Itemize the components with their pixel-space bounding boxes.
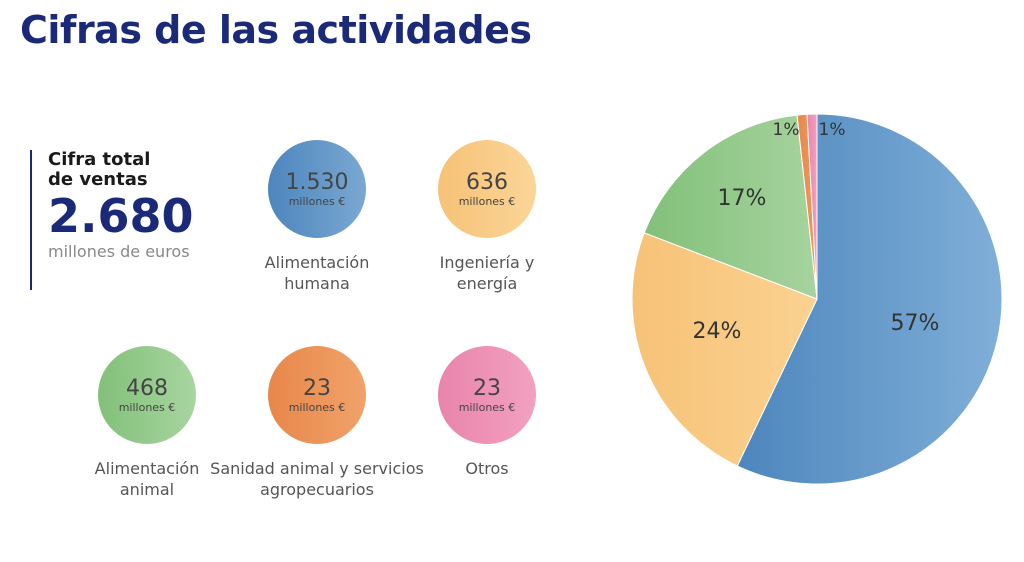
total-sales-block: Cifra total de ventas 2.680 millones de … bbox=[30, 150, 194, 290]
activity-value: 636 bbox=[466, 169, 508, 195]
activity-value: 23 bbox=[303, 375, 331, 401]
pie-slice-label: 57% bbox=[891, 311, 940, 336]
activity-item: 636 millones € Ingeniería y energía bbox=[377, 140, 597, 294]
total-sales-label: Cifra total de ventas bbox=[48, 149, 151, 190]
activity-name: Otros bbox=[465, 459, 509, 478]
activity-item: 23 millones € Otros bbox=[377, 346, 597, 479]
activity-name: Sanidad animal y servicios agropecuarios bbox=[210, 459, 424, 499]
activity-circle: 23 millones € bbox=[438, 346, 536, 444]
activity-unit: millones € bbox=[118, 400, 176, 414]
page-title: Cifras de las actividades bbox=[20, 8, 532, 52]
activity-name: Alimentación humana bbox=[264, 253, 370, 293]
pie-slice-label: 17% bbox=[718, 186, 767, 211]
activity-circle: 468 millones € bbox=[98, 346, 196, 444]
activity-item: 23 millones € Sanidad animal y servicios… bbox=[207, 346, 427, 500]
activity-item: 468 millones € Alimentación animal bbox=[37, 346, 257, 500]
activity-unit: millones € bbox=[458, 194, 516, 208]
total-sales-unit: millones de euros bbox=[48, 242, 190, 261]
pie-slice-label: 24% bbox=[693, 319, 742, 344]
activity-value: 23 bbox=[473, 375, 501, 401]
pie-slice bbox=[643, 114, 818, 300]
activity-circle: 23 millones € bbox=[268, 346, 366, 444]
activity-value: 468 bbox=[126, 375, 168, 401]
activity-unit: millones € bbox=[288, 400, 346, 414]
pie-slice bbox=[806, 113, 818, 300]
activity-circle: 1.530 millones € bbox=[268, 140, 366, 238]
activity-value: 1.530 bbox=[285, 169, 349, 195]
activity-circle: 636 millones € bbox=[438, 140, 536, 238]
activity-unit: millones € bbox=[288, 194, 346, 208]
activity-name: Ingeniería y energía bbox=[439, 253, 535, 293]
activity-name: Alimentación animal bbox=[94, 459, 200, 499]
activity-unit: millones € bbox=[458, 400, 516, 414]
pie-slice-label: 1% bbox=[773, 120, 800, 140]
pie-slice bbox=[736, 113, 1003, 485]
activity-item: 1.530 millones € Alimentación humana bbox=[207, 140, 427, 294]
total-sales-value: 2.680 bbox=[48, 189, 194, 243]
pie-slice-label: 1% bbox=[819, 120, 846, 140]
pie-slice bbox=[631, 232, 818, 467]
